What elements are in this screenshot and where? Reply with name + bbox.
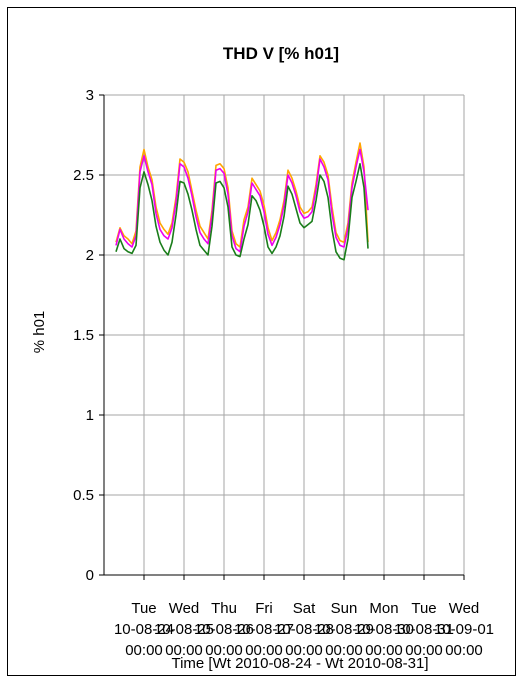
x-tick-date: 10-08-27 <box>234 621 294 638</box>
axes <box>99 94 465 580</box>
x-tick-time: 00:00 <box>285 642 323 659</box>
x-axis-title: Time [Wt 2010-08-24 - Wt 2010-08-31] <box>171 655 428 672</box>
y-tick-label: 2.5 <box>73 167 94 184</box>
y-axis-title: % h01 <box>31 311 48 354</box>
x-tick-time: 00:00 <box>365 642 403 659</box>
line-chart: THD V [% h01] % h01 Time [Wt 2010-08-24 … <box>31 44 494 672</box>
x-tick-day: Fri <box>255 600 273 617</box>
series-line-1 <box>115 142 369 248</box>
x-tick-time: 00:00 <box>445 642 483 659</box>
x-tick-time: 00:00 <box>245 642 283 659</box>
x-tick-time: 00:00 <box>205 642 243 659</box>
x-tick-date: 10-08-30 <box>354 621 414 638</box>
x-tick-time: 00:00 <box>325 642 363 659</box>
series-lines <box>115 142 369 261</box>
x-tick-day: Thu <box>211 600 237 617</box>
x-tick-date: 10-08-25 <box>154 621 214 638</box>
y-tick-label: 0.5 <box>73 487 94 504</box>
x-tick-day: Mon <box>369 600 398 617</box>
x-tick-day: Tue <box>131 600 156 617</box>
chart-frame: THD V [% h01] % h01 Time [Wt 2010-08-24 … <box>7 7 516 676</box>
series-line-2 <box>115 148 369 253</box>
x-tick-time: 00:00 <box>165 642 203 659</box>
y-tick-label: 1 <box>86 407 94 424</box>
x-tick-day: Sun <box>331 600 358 617</box>
x-tick-day: Wed <box>169 600 200 617</box>
x-tick-day: Wed <box>449 600 480 617</box>
y-tick-label: 3 <box>86 87 94 104</box>
x-tick-day: Tue <box>411 600 436 617</box>
chart-title: THD V [% h01] <box>223 44 339 63</box>
y-tick-label: 0 <box>86 567 94 584</box>
y-tick-label: 1.5 <box>73 327 94 344</box>
grid-lines <box>104 94 465 575</box>
x-tick-date: 10-08-24 <box>114 621 174 638</box>
x-tick-date: 10-08-29 <box>314 621 374 638</box>
y-tick-labels: 0 0.5 1 1.5 2 2.5 3 <box>73 87 94 584</box>
x-tick-date: 10-08-28 <box>274 621 334 638</box>
x-tick-time: 00:00 <box>125 642 163 659</box>
x-tick-labels: Tue 10-08-24 00:00 Wed 10-08-25 00:00 Thu 10-08… <box>114 600 494 659</box>
x-tick-date: 10-08-26 <box>194 621 254 638</box>
x-tick-day: Sat <box>293 600 316 617</box>
series-line-3 <box>115 163 369 261</box>
x-tick-time: 00:00 <box>405 642 443 659</box>
x-tick-date: 10-08-31 <box>394 621 454 638</box>
x-tick-date: 10-09-01 <box>434 621 494 638</box>
y-tick-label: 2 <box>86 247 94 264</box>
